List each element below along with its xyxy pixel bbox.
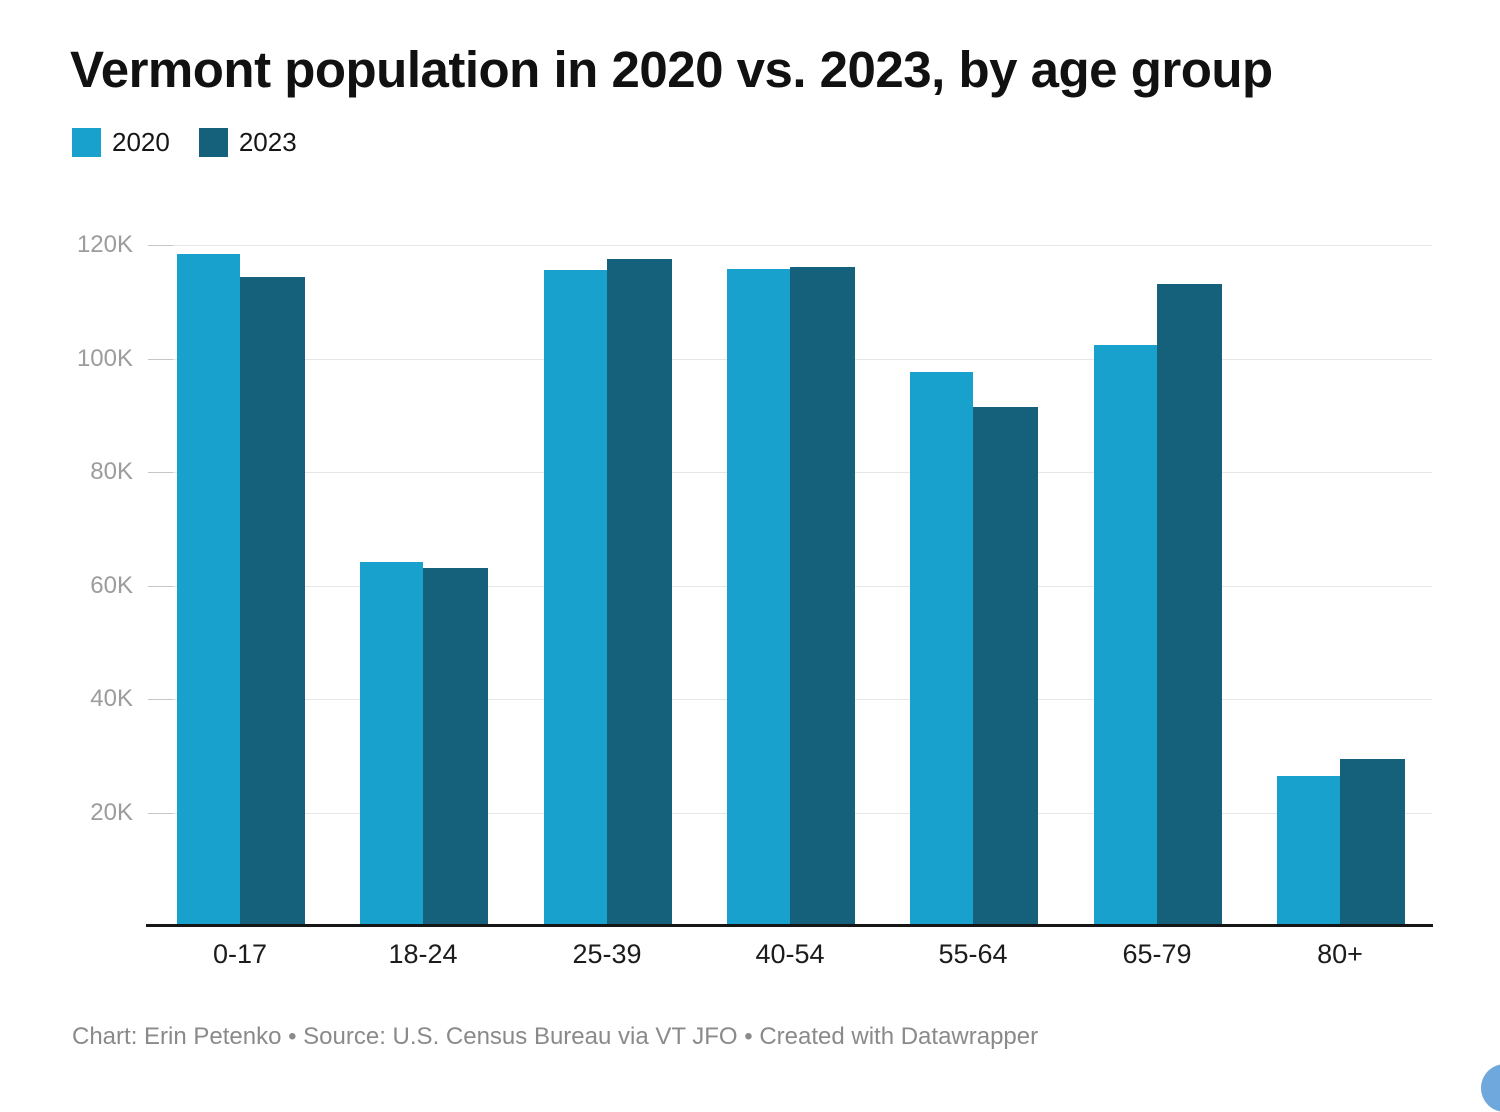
x-axis-label-65-79: 65-79 <box>1122 939 1192 969</box>
legend-swatch-2023 <box>198 128 228 157</box>
bar-2023-0-17[interactable] <box>240 277 305 926</box>
y-axis-label-40K: 40K <box>90 685 133 712</box>
bar-2020-55-64[interactable] <box>910 372 973 926</box>
floating-corner-button[interactable] <box>1481 1064 1500 1112</box>
chart-title: Vermont population in 2020 vs. 2023, by … <box>70 41 1273 98</box>
x-axis-label-18-24: 18-24 <box>388 939 458 969</box>
bar-2023-55-64[interactable] <box>973 407 1038 926</box>
bar-2020-25-39[interactable] <box>544 270 607 926</box>
x-axis-label-55-64: 55-64 <box>938 939 1008 969</box>
x-axis-label-80+: 80+ <box>1317 939 1363 969</box>
bar-2020-40-54[interactable] <box>727 269 790 926</box>
bar-2023-40-54[interactable] <box>790 267 855 926</box>
x-axis-label-40-54: 40-54 <box>755 939 825 969</box>
bar-2020-18-24[interactable] <box>360 562 423 926</box>
gridline-120K <box>148 245 1432 246</box>
x-axis-labels: 0-17 18-24 25-39 40-54 55-64 65-79 80+ <box>148 939 1432 975</box>
bar-2020-0-17[interactable] <box>177 254 240 926</box>
legend-item-2023: 2023 <box>198 127 297 158</box>
y-axis-label-20K: 20K <box>90 799 133 826</box>
y-axis-label-120K: 120K <box>76 231 133 258</box>
y-tick-100K <box>148 359 173 360</box>
chart-footer: Chart: Erin Petenko • Source: U.S. Censu… <box>72 1023 1039 1050</box>
y-axis-label-80K: 80K <box>90 458 133 485</box>
y-tick-80K <box>148 472 173 473</box>
legend-label: 2020 <box>112 127 170 157</box>
bar-2023-25-39[interactable] <box>607 259 672 926</box>
y-axis-label-60K: 60K <box>90 572 133 599</box>
legend-label: 2023 <box>238 127 297 157</box>
plot-area <box>148 245 1432 926</box>
x-axis-line <box>146 924 1433 927</box>
legend-swatch-2020 <box>72 128 101 157</box>
y-axis-label-100K: 100K <box>76 345 133 372</box>
bar-2020-65-79[interactable] <box>1094 345 1157 926</box>
bar-2023-18-24[interactable] <box>423 568 488 926</box>
x-axis-label-25-39: 25-39 <box>572 939 642 969</box>
bar-2023-65-79[interactable] <box>1157 284 1222 926</box>
bar-2023-80+[interactable] <box>1340 759 1405 926</box>
y-tick-120K <box>148 245 173 246</box>
y-tick-20K <box>148 813 173 814</box>
legend: 2020 2023 <box>72 127 297 158</box>
x-axis-label-0-17: 0-17 <box>212 939 268 969</box>
y-axis-labels: 20K 40K 60K 80K 100K 120K <box>0 231 133 926</box>
y-tick-60K <box>148 586 173 587</box>
bar-2020-80+[interactable] <box>1277 776 1340 926</box>
y-tick-40K <box>148 699 173 700</box>
legend-item-2020: 2020 <box>72 127 170 158</box>
